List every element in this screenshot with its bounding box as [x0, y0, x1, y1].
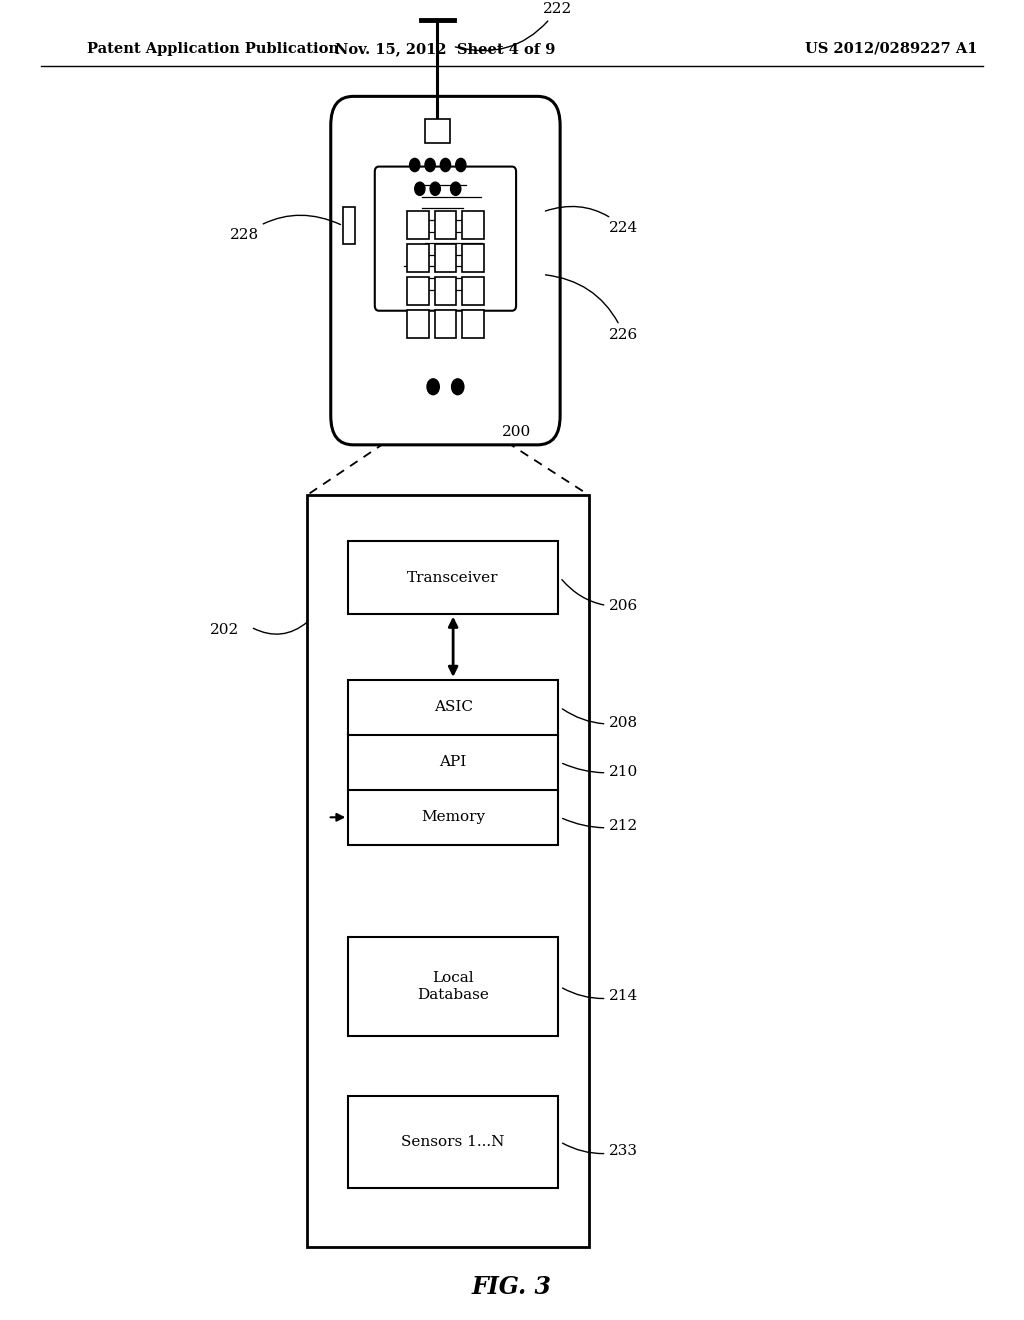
Bar — [343, 207, 355, 244]
Circle shape — [425, 158, 435, 172]
Text: US 2012/0289227 A1: US 2012/0289227 A1 — [805, 42, 977, 55]
Circle shape — [440, 158, 451, 172]
Bar — [348, 541, 558, 614]
FancyBboxPatch shape — [375, 166, 516, 310]
Text: Transceiver: Transceiver — [408, 570, 499, 585]
Text: Local
Database: Local Database — [417, 972, 489, 1002]
Circle shape — [430, 182, 440, 195]
FancyBboxPatch shape — [435, 211, 457, 239]
Text: 224: 224 — [546, 206, 639, 235]
Text: Nov. 15, 2012  Sheet 4 of 9: Nov. 15, 2012 Sheet 4 of 9 — [335, 42, 556, 55]
Text: 212: 212 — [562, 818, 639, 833]
Circle shape — [456, 158, 466, 172]
FancyBboxPatch shape — [463, 277, 484, 305]
Bar — [348, 937, 558, 1036]
Circle shape — [410, 158, 420, 172]
Circle shape — [427, 379, 439, 395]
FancyBboxPatch shape — [463, 244, 484, 272]
FancyBboxPatch shape — [463, 310, 484, 338]
Circle shape — [415, 182, 425, 195]
Bar — [307, 495, 589, 1247]
Text: API: API — [439, 755, 467, 770]
Text: 202: 202 — [210, 623, 240, 636]
Text: Sensors 1...N: Sensors 1...N — [401, 1135, 505, 1148]
Text: 206: 206 — [562, 579, 639, 614]
Text: 214: 214 — [562, 989, 639, 1003]
Circle shape — [451, 182, 461, 195]
Circle shape — [452, 379, 464, 395]
FancyBboxPatch shape — [408, 310, 429, 338]
Text: 228: 228 — [230, 215, 341, 242]
FancyBboxPatch shape — [435, 310, 457, 338]
Text: Patent Application Publication: Patent Application Publication — [87, 42, 339, 55]
Bar — [425, 119, 450, 143]
FancyBboxPatch shape — [408, 277, 429, 305]
Text: 200: 200 — [502, 425, 531, 438]
FancyBboxPatch shape — [435, 277, 457, 305]
Text: 226: 226 — [546, 275, 639, 342]
Bar — [348, 1096, 558, 1188]
FancyBboxPatch shape — [408, 211, 429, 239]
Text: 233: 233 — [562, 1143, 638, 1158]
Text: 210: 210 — [562, 763, 639, 779]
FancyBboxPatch shape — [408, 244, 429, 272]
FancyBboxPatch shape — [463, 211, 484, 239]
Text: Memory: Memory — [421, 810, 485, 824]
Text: 208: 208 — [562, 709, 638, 730]
Bar — [348, 680, 558, 845]
Text: ASIC: ASIC — [433, 701, 473, 714]
Text: 222: 222 — [456, 3, 572, 50]
FancyBboxPatch shape — [435, 244, 457, 272]
Text: FIG. 3: FIG. 3 — [472, 1275, 552, 1299]
FancyBboxPatch shape — [331, 96, 560, 445]
